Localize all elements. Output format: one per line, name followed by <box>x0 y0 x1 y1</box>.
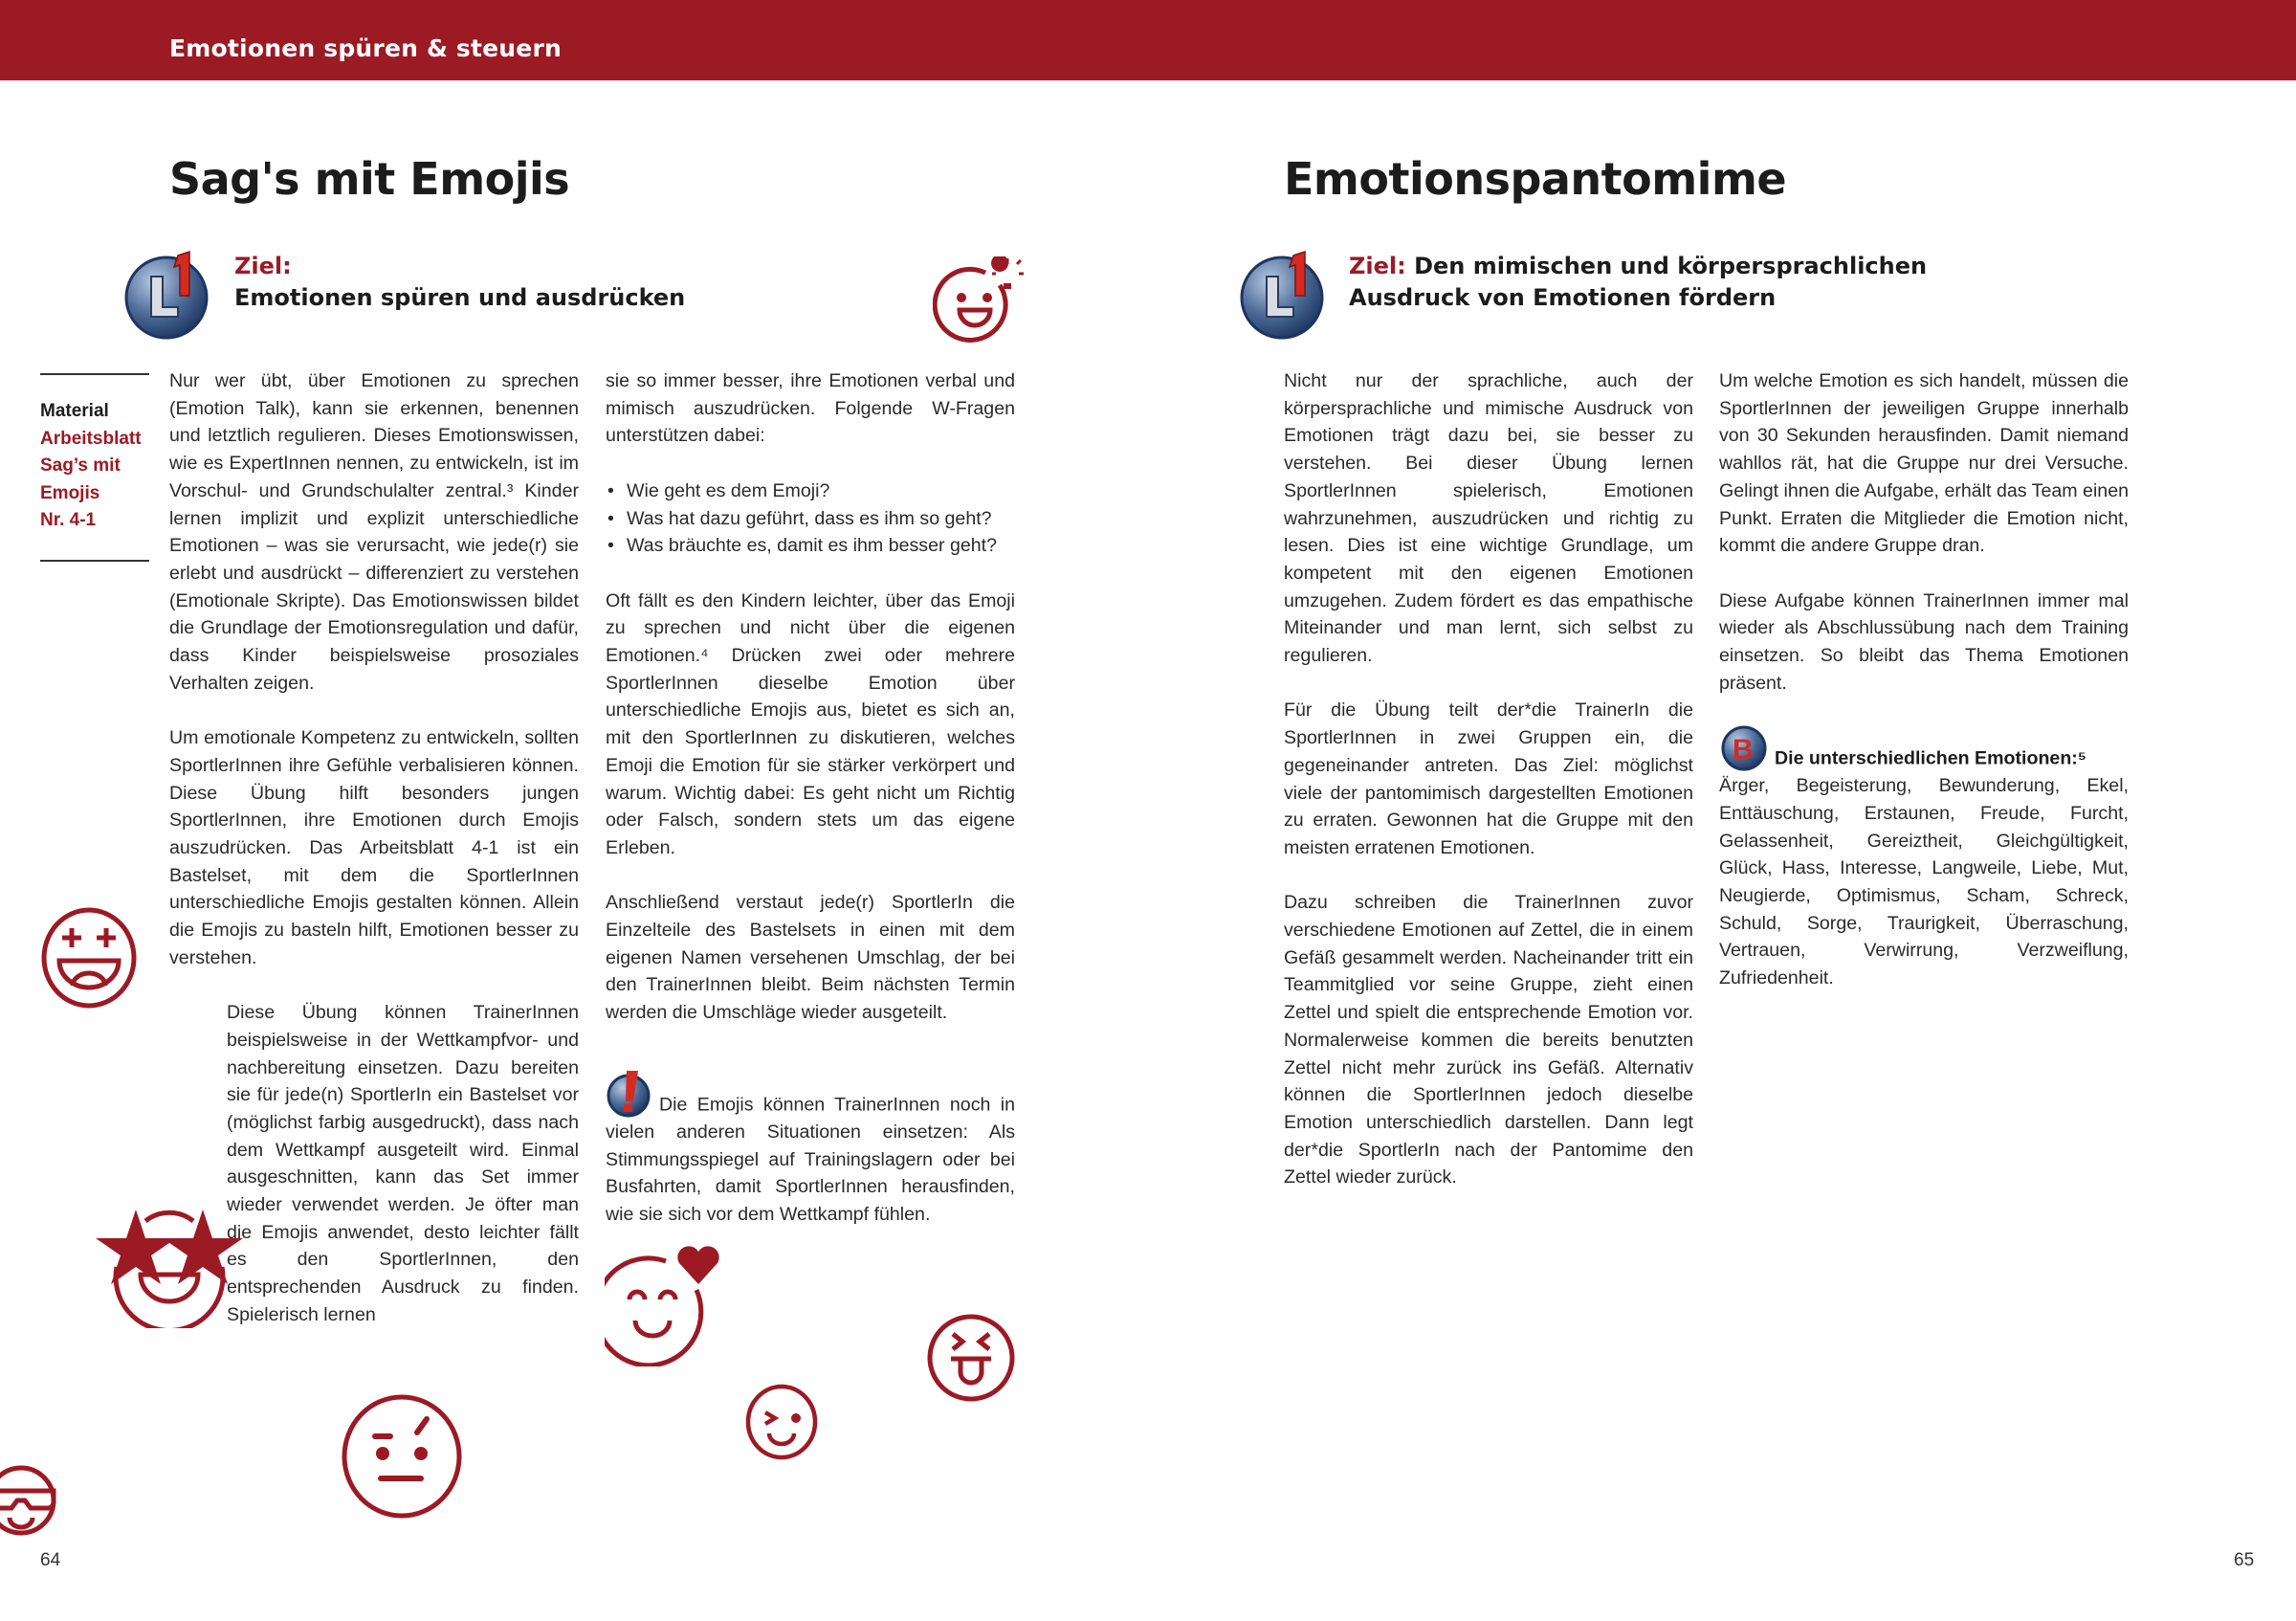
chapter-title: Emotionen spüren & steuern <box>169 34 562 62</box>
material-line: Nr. 4-1 <box>40 510 97 530</box>
list-item: Was hat dazu geführt, dass es ihm so geh… <box>607 505 1015 533</box>
paragraph: Anschließend verstaut jede(r) SportlerIn… <box>606 892 1015 1024</box>
laughing-plus-eyes-emoji <box>41 907 137 1009</box>
material-sidebar: Material Arbeitsblatt Sag’s mit Emojis N… <box>40 373 149 562</box>
left-column-1: Nur wer übt, über Emotionen zu sprechen … <box>169 367 579 1565</box>
paragraph: Für die Übung teilt der*die TrainerIn di… <box>1284 699 1693 858</box>
emotions-heading: Die unterschiedlichen Emotionen:⁵ <box>1775 747 2087 769</box>
material-line: Emojis <box>40 482 100 503</box>
heart-smile-emoji <box>605 1246 719 1366</box>
list-item: Wie geht es dem Emoji? <box>607 477 1015 505</box>
list-item: Was bräuchte es, damit es ihm besser geh… <box>607 532 1015 560</box>
goal-label: Ziel: <box>1349 253 1406 279</box>
emotions-list: Ärger, Begeisterung, Bewunderung, Ekel, … <box>1719 775 2129 989</box>
lightbulb-smile-emoji <box>933 256 1024 343</box>
material-line: Sag’s mit <box>40 455 121 476</box>
emotions-box: B Die unterschiedlichen Emotionen:⁵ Ärger… <box>1719 724 2129 992</box>
b-badge-icon: B <box>1721 725 1767 771</box>
paragraph: Um emotionale Kompetenz zu entwickeln, s… <box>169 727 579 968</box>
material-line: Arbeitsblatt <box>40 428 142 449</box>
right-goal: Ziel: Den mimischen und körpersprachlich… <box>1349 251 1927 314</box>
right-column-1: Nicht nur der sprachliche, auch der körp… <box>1284 367 1693 1219</box>
goal-text: Emotionen spüren und ausdrücken <box>234 284 686 311</box>
sunglasses-emoji <box>0 1465 56 1536</box>
level-1-badge-icon <box>124 250 209 340</box>
paragraph: Nur wer übt, über Emotionen zu sprechen … <box>169 370 579 694</box>
wrap-spacer <box>169 1564 227 1565</box>
material-label: Material <box>40 401 109 421</box>
paragraph: Um welche Emotion es sich handelt, müsse… <box>1719 370 2129 557</box>
header-bar: Emotionen spüren & steuern <box>0 0 2296 80</box>
paragraph: Nicht nur der sprachliche, auch der körp… <box>1284 370 1693 667</box>
right-page-title: Emotionspantomime <box>1284 153 1787 205</box>
wink-emoji <box>745 1384 818 1460</box>
tip-paragraph: Die Emojis können TrainerInnen noch in v… <box>606 1069 1015 1229</box>
goal-text-line1: Den mimischen und körpersprachlichen <box>1414 253 1928 279</box>
question-list: Wie geht es dem Emoji? Was hat dazu gefü… <box>606 477 1015 560</box>
level-1-badge-icon <box>1240 250 1324 340</box>
right-column-2: Um welche Emotion es sich handelt, müsse… <box>1719 367 2129 992</box>
paragraph: Diese Übung können TrainerInnen beispiel… <box>227 1002 579 1325</box>
paragraph: sie so immer besser, ihre Emotionen verb… <box>606 370 1015 447</box>
left-goal: Ziel: Emotionen spüren und ausdrücken <box>234 251 685 314</box>
left-page-title: Sag's mit Emojis <box>169 153 570 205</box>
page-number-right: 65 <box>2234 1550 2255 1570</box>
goal-text-line2: Ausdruck von Emotionen fördern <box>1349 284 1777 311</box>
tongue-emoji <box>927 1314 1015 1402</box>
paragraph: Dazu schreiben die TrainerInnen zuvor ve… <box>1284 892 1693 1188</box>
exclamation-badge-icon <box>607 1070 651 1118</box>
left-column-2: sie so immer besser, ihre Emotionen verb… <box>606 367 1015 1255</box>
star-eyes-emoji <box>96 1210 243 1328</box>
page-number-left: 64 <box>40 1550 61 1570</box>
paragraph: Diese Aufgabe können TrainerInnen immer … <box>1719 589 2129 694</box>
paragraph: Oft fällt es den Kindern leichter, über … <box>606 589 1015 858</box>
goal-label: Ziel: <box>234 253 292 279</box>
svg-text:B: B <box>1733 734 1754 766</box>
skeptical-emoji <box>342 1394 462 1519</box>
tip-text: Die Emojis können TrainerInnen noch in v… <box>606 1094 1015 1225</box>
